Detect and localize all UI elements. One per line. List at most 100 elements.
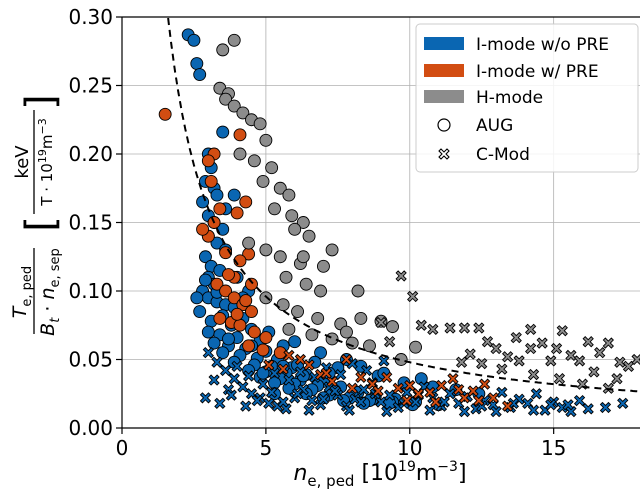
- point-i-mode-w-o-pre-aug: [210, 188, 224, 202]
- point-i-mode-w-pre-aug: [213, 202, 227, 216]
- point-h-mode-cmod: [455, 356, 468, 368]
- point-i-mode-w-o-pre-cmod: [303, 404, 315, 416]
- legend-marker-cmod: [438, 148, 450, 160]
- point-i-mode-w-pre-cmod: [404, 379, 416, 392]
- point-h-mode-cmod: [501, 351, 514, 363]
- point-i-mode-w-o-pre-cmod: [211, 356, 223, 368]
- point-i-mode-w-pre-aug: [196, 222, 210, 236]
- point-i-mode-w-pre-cmod: [473, 394, 485, 407]
- point-h-mode-aug: [325, 243, 339, 257]
- x-axis-label: ne, ped [1019m−3]: [293, 459, 466, 490]
- point-i-mode-w-pre-cmod: [381, 371, 393, 383]
- svg-text:Te, ped: Te, ped: [9, 266, 35, 318]
- point-i-mode-w-o-pre-cmod: [283, 374, 295, 386]
- point-i-mode-w-o-pre-aug: [187, 33, 201, 47]
- x-tick-label: 15: [541, 436, 566, 460]
- point-h-mode-cmod: [588, 366, 600, 378]
- svg-text:Bt · ne, sep: Bt · ne, sep: [37, 248, 63, 336]
- point-i-mode-w-pre-aug: [222, 268, 235, 282]
- x-tick-label: 10: [397, 436, 422, 460]
- legend-swatch-imode-wo-pre: [424, 37, 464, 50]
- point-h-mode-cmod: [550, 342, 563, 355]
- point-h-mode-cmod: [536, 337, 548, 349]
- point-h-mode-aug: [279, 270, 293, 284]
- point-h-mode-aug: [305, 328, 319, 342]
- y-tick-label: 0.20: [68, 142, 113, 166]
- point-i-mode-w-o-pre-aug: [201, 325, 215, 339]
- point-h-mode-aug: [345, 336, 359, 350]
- point-h-mode-cmod: [602, 337, 614, 349]
- point-i-mode-w-pre-aug: [213, 311, 227, 325]
- point-i-mode-w-pre-aug: [245, 277, 258, 291]
- point-i-mode-w-o-pre-cmod: [225, 389, 237, 401]
- point-h-mode-aug: [256, 174, 270, 188]
- axes: [116, 16, 640, 434]
- point-i-mode-w-pre-cmod: [346, 382, 358, 394]
- point-i-mode-w-o-pre-cmod: [358, 384, 370, 396]
- point-i-mode-w-o-pre-aug: [210, 236, 224, 250]
- point-i-mode-w-o-pre-aug: [190, 291, 204, 305]
- point-i-mode-w-o-pre-cmod: [306, 394, 318, 407]
- point-h-mode-aug: [273, 250, 287, 264]
- point-h-mode-cmod: [611, 373, 623, 385]
- legend-swatch-hmode: [424, 90, 464, 103]
- point-i-mode-w-o-pre-cmod: [266, 386, 278, 399]
- point-h-mode-aug: [340, 325, 353, 339]
- y-tick-label: 0.25: [68, 74, 113, 98]
- point-h-mode-cmod: [458, 322, 471, 334]
- point-i-mode-w-o-pre-cmod: [214, 397, 226, 409]
- point-h-mode-cmod: [614, 356, 626, 368]
- legend-marker-aug: [437, 118, 451, 132]
- legend-label-imode-wo-pre: I-mode w/o PRE: [476, 35, 609, 55]
- point-h-mode-aug: [296, 250, 310, 264]
- point-h-mode-aug: [276, 298, 290, 312]
- point-i-mode-w-o-pre-aug: [276, 359, 290, 373]
- point-i-mode-w-pre-aug: [230, 206, 244, 220]
- point-h-mode-cmod: [427, 323, 439, 335]
- point-h-mode-aug: [219, 92, 233, 106]
- point-i-mode-w-o-pre-cmod: [291, 388, 304, 400]
- point-i-mode-w-pre-aug: [233, 128, 247, 142]
- point-i-mode-w-o-pre-cmod: [383, 389, 396, 401]
- point-i-mode-w-pre-aug: [201, 154, 215, 168]
- point-h-mode-aug: [311, 311, 325, 325]
- point-h-mode-cmod: [476, 357, 488, 370]
- fit-curve: [166, 17, 640, 393]
- point-i-mode-w-o-pre-cmod: [294, 366, 307, 378]
- point-i-mode-w-o-pre-cmod: [242, 370, 255, 382]
- point-h-mode-cmod: [383, 336, 396, 348]
- point-h-mode-cmod: [510, 331, 522, 344]
- point-i-mode-w-o-pre-cmod: [582, 403, 594, 415]
- point-h-mode-cmod: [525, 323, 537, 335]
- point-i-mode-w-o-pre-cmod: [257, 378, 269, 390]
- point-i-mode-w-pre-cmod: [458, 392, 471, 404]
- point-i-mode-w-pre-cmod: [501, 400, 514, 412]
- y-tick-label: 0.05: [68, 348, 113, 372]
- data-points: [158, 28, 640, 418]
- svg-text:T · 1019m−3: T · 1019m−3: [36, 118, 56, 206]
- legend-label-hmode: H-mode: [476, 88, 543, 108]
- point-i-mode-w-pre-cmod: [467, 385, 479, 397]
- point-h-mode-cmod: [444, 322, 456, 334]
- point-i-mode-w-o-pre-aug: [190, 57, 204, 71]
- point-h-mode-cmod: [545, 355, 557, 367]
- point-h-mode-cmod: [565, 349, 577, 362]
- point-h-mode-aug: [227, 33, 241, 47]
- point-i-mode-w-o-pre-cmod: [527, 404, 540, 416]
- point-h-mode-aug: [288, 222, 302, 236]
- point-i-mode-w-pre-cmod: [355, 371, 367, 383]
- point-i-mode-w-pre-aug: [242, 339, 256, 353]
- point-i-mode-w-pre-cmod: [401, 394, 413, 407]
- point-h-mode-aug: [265, 161, 279, 175]
- y-tick-label: 0.30: [68, 5, 113, 29]
- point-i-mode-w-o-pre-aug: [199, 250, 212, 264]
- point-h-mode-cmod: [525, 342, 537, 355]
- point-i-mode-w-o-pre-cmod: [228, 373, 240, 385]
- point-i-mode-w-o-pre-aug: [193, 305, 207, 318]
- point-i-mode-w-pre-aug: [247, 325, 261, 339]
- point-h-mode-cmod: [556, 325, 568, 337]
- x-tick-label: 5: [260, 436, 273, 460]
- point-h-mode-cmod: [513, 355, 525, 367]
- point-h-mode-aug: [302, 229, 316, 243]
